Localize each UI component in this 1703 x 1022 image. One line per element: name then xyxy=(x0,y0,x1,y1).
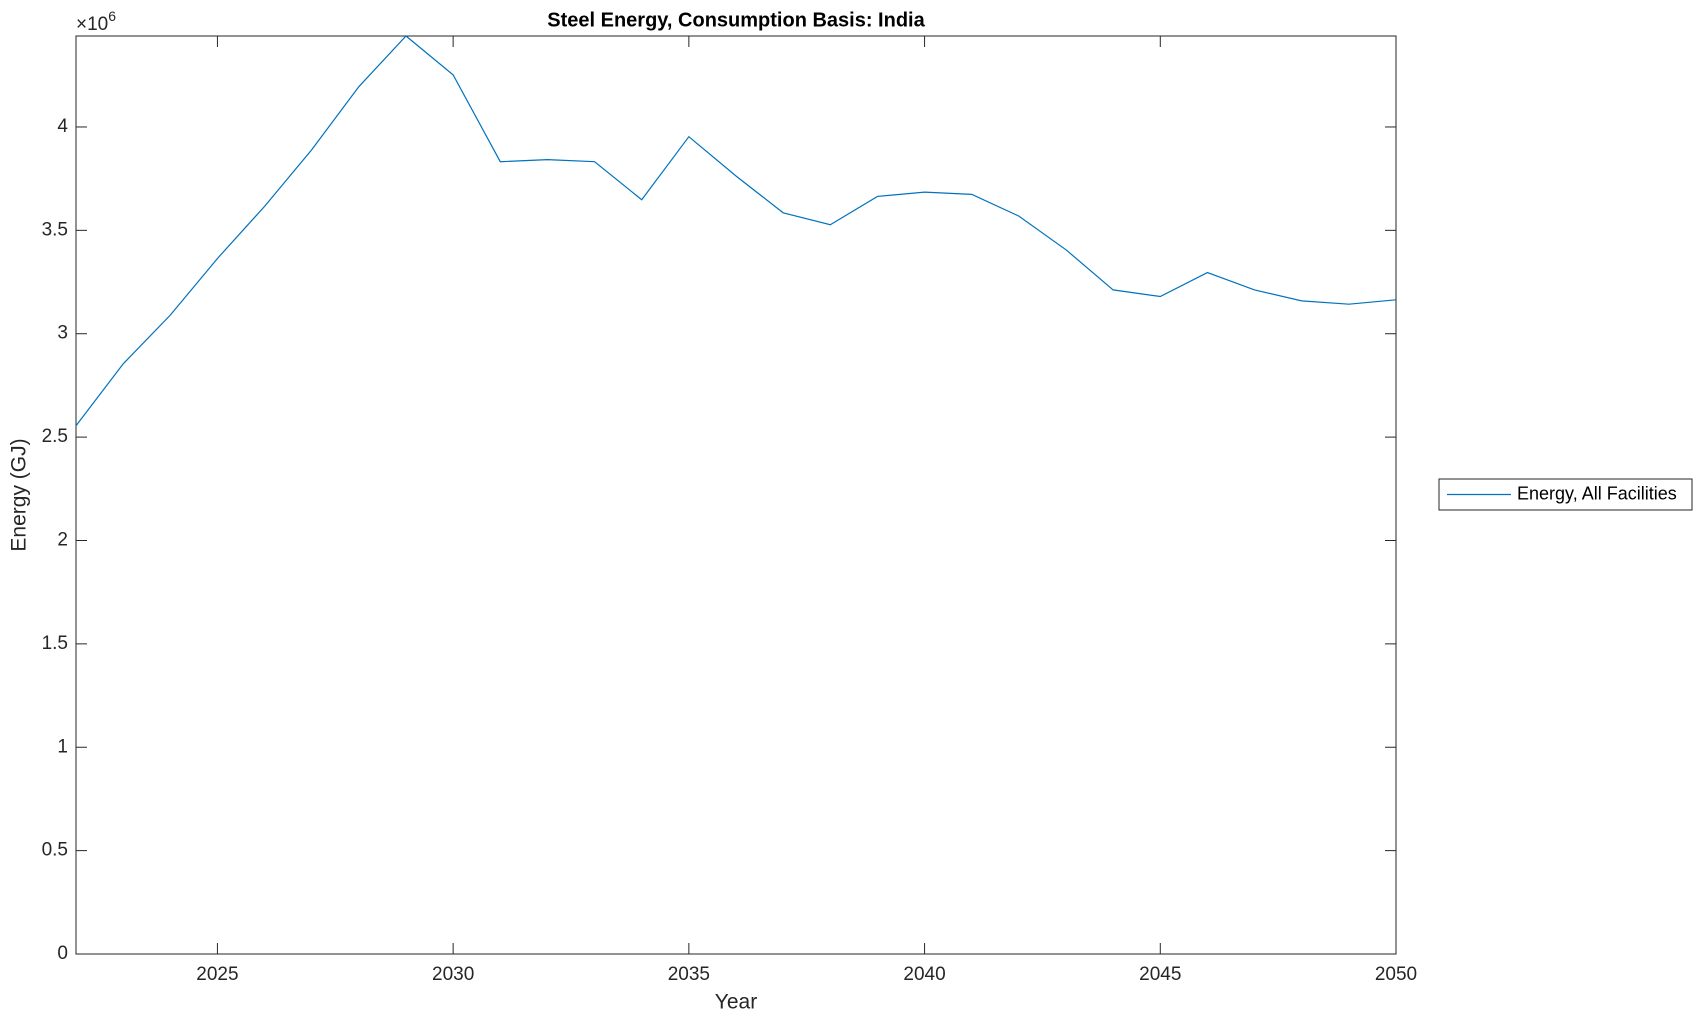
x-tick-label: 2045 xyxy=(1139,964,1181,985)
y-multiplier: ×106 xyxy=(76,8,116,35)
plot-area xyxy=(75,35,1397,955)
y-axis-label: Energy (GJ) xyxy=(8,438,31,551)
y-tick-label: 3.5 xyxy=(42,219,68,240)
y-tick-label: 3 xyxy=(57,323,68,344)
x-axis-label: Year xyxy=(715,991,757,1014)
x-tick-label: 2050 xyxy=(1375,964,1417,985)
y-tick-label: 2 xyxy=(57,530,68,551)
data-line xyxy=(75,35,1397,427)
x-tick-label: 2030 xyxy=(432,964,474,985)
y-tick-label: 4 xyxy=(57,116,68,137)
y-tick-label: 2.5 xyxy=(42,426,68,447)
y-multiplier-power: 6 xyxy=(108,8,116,24)
y-tick-label: 0.5 xyxy=(42,840,68,861)
x-tick-label: 2025 xyxy=(196,964,238,985)
y-tick-label: 1.5 xyxy=(42,633,68,654)
y-multiplier-base: ×10 xyxy=(76,14,108,35)
y-tick-label: 0 xyxy=(57,943,68,964)
x-tick-label: 2040 xyxy=(903,964,945,985)
legend-label: Energy, All Facilities xyxy=(1517,483,1677,503)
y-tick-label: 1 xyxy=(57,736,68,757)
chart-title: Steel Energy, Consumption Basis: India xyxy=(547,9,925,31)
x-tick-label: 2035 xyxy=(668,964,710,985)
